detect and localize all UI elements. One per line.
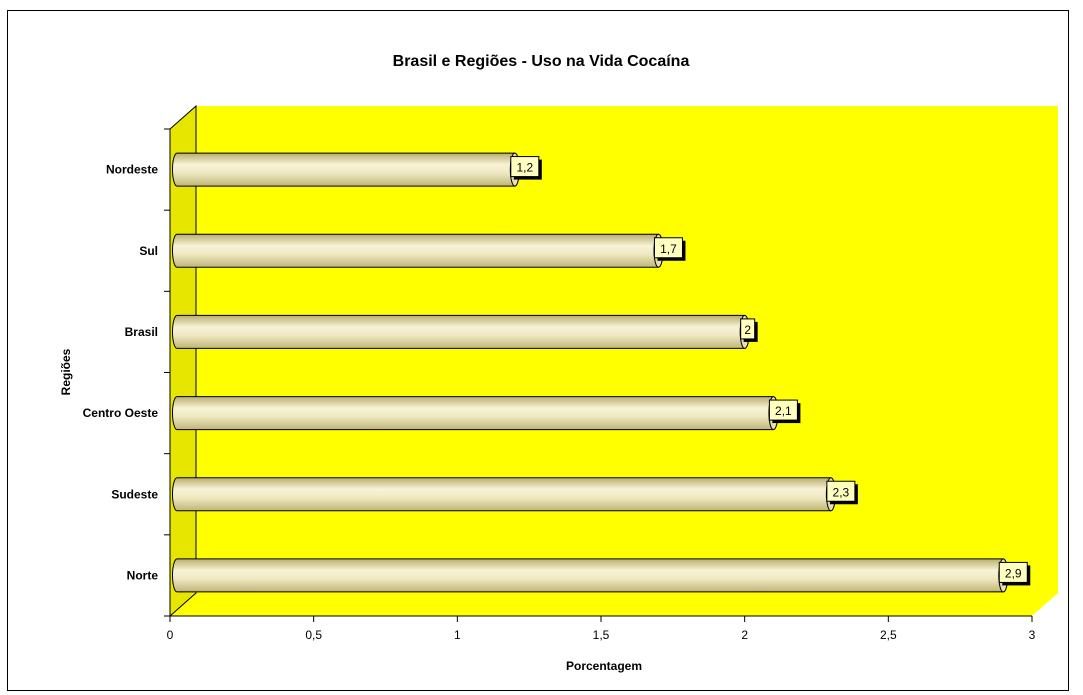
data-labels-group: 1,2 1,7 2 2,1 2,3 2,9: [510, 156, 1031, 586]
x-axis-ticks: 0 0,5 1 1,5 2 2,5 3: [167, 616, 1036, 642]
data-label: 2: [744, 323, 751, 337]
data-label-box: [740, 318, 756, 340]
data-label-box: [510, 156, 540, 178]
category-label: Sul: [139, 244, 158, 258]
data-label: 2,9: [1005, 566, 1022, 580]
category-label: Brasil: [125, 325, 158, 339]
x-tick-label: 2: [741, 628, 748, 642]
x-tick-label: 3: [1029, 628, 1036, 642]
bar: [172, 233, 664, 268]
bar: [172, 558, 1009, 593]
data-label: 2,1: [775, 404, 792, 418]
chart-title: Brasil e Regiões - Uso na Vida Cocaína: [393, 53, 690, 70]
data-label-box: [768, 399, 798, 421]
bar: [172, 152, 520, 187]
category-label: Norte: [127, 568, 159, 582]
x-tick-label: 0: [167, 628, 174, 642]
data-label: 2,3: [833, 485, 850, 499]
x-axis-title: Porcentagem: [566, 659, 642, 673]
bar: [172, 314, 750, 349]
category-label: Nordeste: [106, 163, 158, 177]
x-tick-label: 2,5: [880, 628, 897, 642]
y-axis-ticks: [164, 128, 170, 617]
bar: [172, 477, 836, 512]
category-label: Centro Oeste: [83, 406, 159, 420]
x-tick-label: 1,5: [593, 628, 610, 642]
y-axis-title: Regiões: [59, 348, 73, 395]
category-labels: Nordeste Sul Brasil Centro Oeste Sudeste Nort…: [83, 163, 159, 583]
x-tick-label: 0,5: [305, 628, 322, 642]
category-label: Sudeste: [111, 487, 158, 501]
bar: [172, 396, 779, 431]
data-label-box: [653, 237, 683, 259]
data-label-box: [998, 561, 1028, 583]
data-label: 1,7: [660, 242, 677, 256]
data-label: 1,2: [516, 161, 533, 175]
data-label-box: [826, 480, 856, 502]
x-tick-label: 1: [454, 628, 461, 642]
